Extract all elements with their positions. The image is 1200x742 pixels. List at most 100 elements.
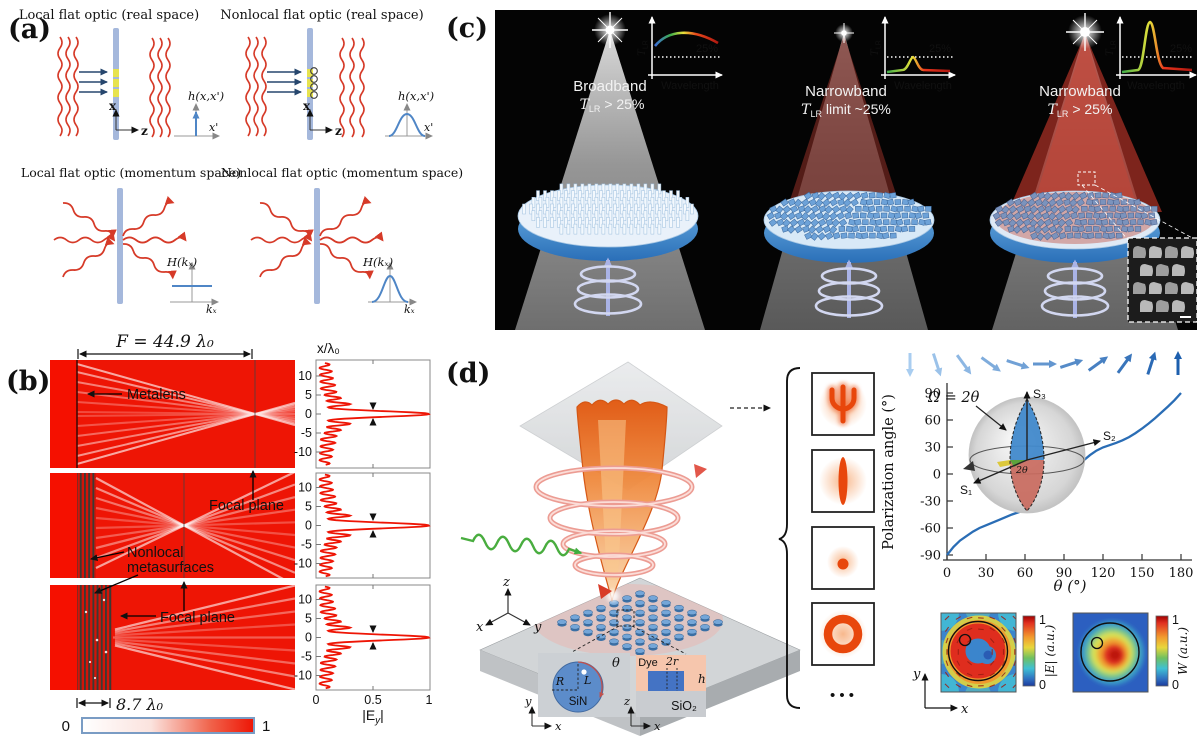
- nanopillar: [676, 217, 680, 228]
- nanopillar: [657, 223, 662, 235]
- nanopillar: [552, 210, 557, 221]
- nanopillar: [1100, 218, 1109, 226]
- nanopillar: [1079, 191, 1088, 200]
- nanopillar: [685, 210, 690, 221]
- nanopillar: [766, 211, 775, 220]
- nanopillar: [810, 218, 819, 227]
- nanopillar: [643, 183, 648, 195]
- nanopillar: [911, 219, 918, 226]
- kernel-inset-flat: H(kₓ) kₓ: [166, 255, 219, 316]
- nanopillar: [844, 212, 853, 220]
- field-streaks: [76, 363, 295, 465]
- nanopillar: [895, 218, 904, 226]
- nanopillar: [782, 205, 791, 214]
- nanopillar: [832, 232, 841, 240]
- nanodisk: [713, 619, 723, 625]
- pol-xtick-label: 150: [1130, 566, 1155, 581]
- nanopillar: [811, 191, 820, 200]
- nanopillar: [650, 210, 655, 221]
- nanopillar: [599, 217, 603, 228]
- profile-ytick-label: -5: [301, 538, 312, 552]
- pol-ytick-label: 90: [924, 387, 941, 402]
- nanopillar: [1034, 198, 1043, 207]
- nanodisk: [622, 604, 632, 611]
- nanopillar: [1036, 232, 1045, 241]
- field-vector: [989, 638, 995, 644]
- spectrum-inset-2: 25% TLR Wavelength: [870, 16, 956, 92]
- nanopillar: [1001, 205, 1010, 214]
- nanopillar: [1020, 225, 1029, 234]
- nanopillar: [836, 211, 845, 220]
- field-vector: [945, 637, 949, 644]
- nanopillar: [1134, 226, 1142, 232]
- nanopillar: [787, 211, 796, 220]
- polarization-state-arrow-head: [992, 363, 1001, 372]
- nanopillar: [1041, 225, 1050, 234]
- inset-xlabel: Wavelength: [1127, 80, 1185, 92]
- sin-pillar: [648, 671, 684, 691]
- nanopillar: [838, 225, 846, 232]
- scene2-tlr: TLR limit ~25%: [801, 101, 891, 119]
- vertical-pillar-array: [522, 183, 694, 235]
- nanopillar: [780, 212, 789, 221]
- nanopillar: [1064, 225, 1072, 232]
- plot-xlabel: θ (°): [1053, 577, 1086, 595]
- scene-titles: Broadband TLR > 25% Narrowband TLR limit…: [573, 78, 1121, 119]
- nanodisk: [635, 609, 645, 616]
- nanopillar: [615, 197, 620, 208]
- cbar-min: 0: [1172, 678, 1179, 692]
- nanopillar: [685, 197, 690, 208]
- pol-ytick-label: -90: [920, 549, 941, 564]
- nanopillar: [1041, 211, 1050, 220]
- nanopillar: [887, 212, 896, 219]
- axis-z-label: z: [335, 124, 342, 138]
- nanopillar: [774, 211, 783, 220]
- nanodisk: [596, 604, 606, 611]
- nanopillar: [543, 203, 547, 215]
- nanopillar: [608, 197, 613, 208]
- nanodisk: [622, 624, 632, 630]
- nanopillar: [1133, 198, 1142, 206]
- nanodisk: [661, 609, 671, 616]
- spectrum-inset-1: 25% TLR Wavelength: [637, 16, 723, 92]
- yellow-wedge: [997, 460, 1011, 467]
- nanodisk: [609, 628, 619, 635]
- pol-xtick-label: 180: [1169, 566, 1194, 581]
- nanopillar: [1055, 198, 1064, 207]
- nanopillar: [810, 205, 820, 214]
- nanodisk: [635, 600, 645, 606]
- theta-label: θ: [612, 656, 620, 671]
- nanopillar: [1013, 198, 1022, 207]
- pol-ytick-label: 0: [933, 468, 941, 483]
- sem-nanostructure: [1156, 264, 1169, 276]
- nanopillar: [578, 217, 582, 228]
- polarization-state-arrow-head: [906, 369, 914, 377]
- polarization-state-arrow-head: [934, 367, 943, 377]
- nanopillar: [629, 223, 634, 235]
- nanodisk: [648, 614, 658, 620]
- scene3-tlr: TLR > 25%: [1048, 101, 1113, 119]
- nanopillar: [676, 203, 680, 215]
- nanopillar: [1008, 205, 1017, 214]
- nanopillar: [629, 183, 634, 195]
- nanopillar: [904, 205, 911, 212]
- nanopillar: [671, 197, 676, 208]
- nanopillar: [606, 217, 610, 228]
- nanopillar: [1050, 191, 1060, 200]
- polarization-state-arrow-head: [963, 365, 972, 375]
- nanopillar: [1085, 198, 1094, 206]
- profile-ytick-label: -5: [301, 426, 312, 440]
- nanopillar: [643, 210, 648, 221]
- nanopillar: [883, 191, 891, 200]
- sem-nanostructures: [1133, 246, 1194, 318]
- nanopillar: [1048, 225, 1057, 233]
- nanopillar: [859, 212, 867, 219]
- nanopillar: [634, 203, 638, 215]
- nanopillar: [1029, 205, 1038, 214]
- nanopillar: [862, 205, 870, 213]
- nanopillar: [1087, 232, 1095, 239]
- profile-ytick-label: 0: [305, 519, 312, 533]
- nanopillar: [634, 217, 638, 228]
- nanopillar: [822, 198, 831, 207]
